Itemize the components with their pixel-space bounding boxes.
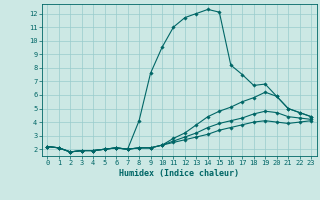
X-axis label: Humidex (Indice chaleur): Humidex (Indice chaleur)	[119, 169, 239, 178]
